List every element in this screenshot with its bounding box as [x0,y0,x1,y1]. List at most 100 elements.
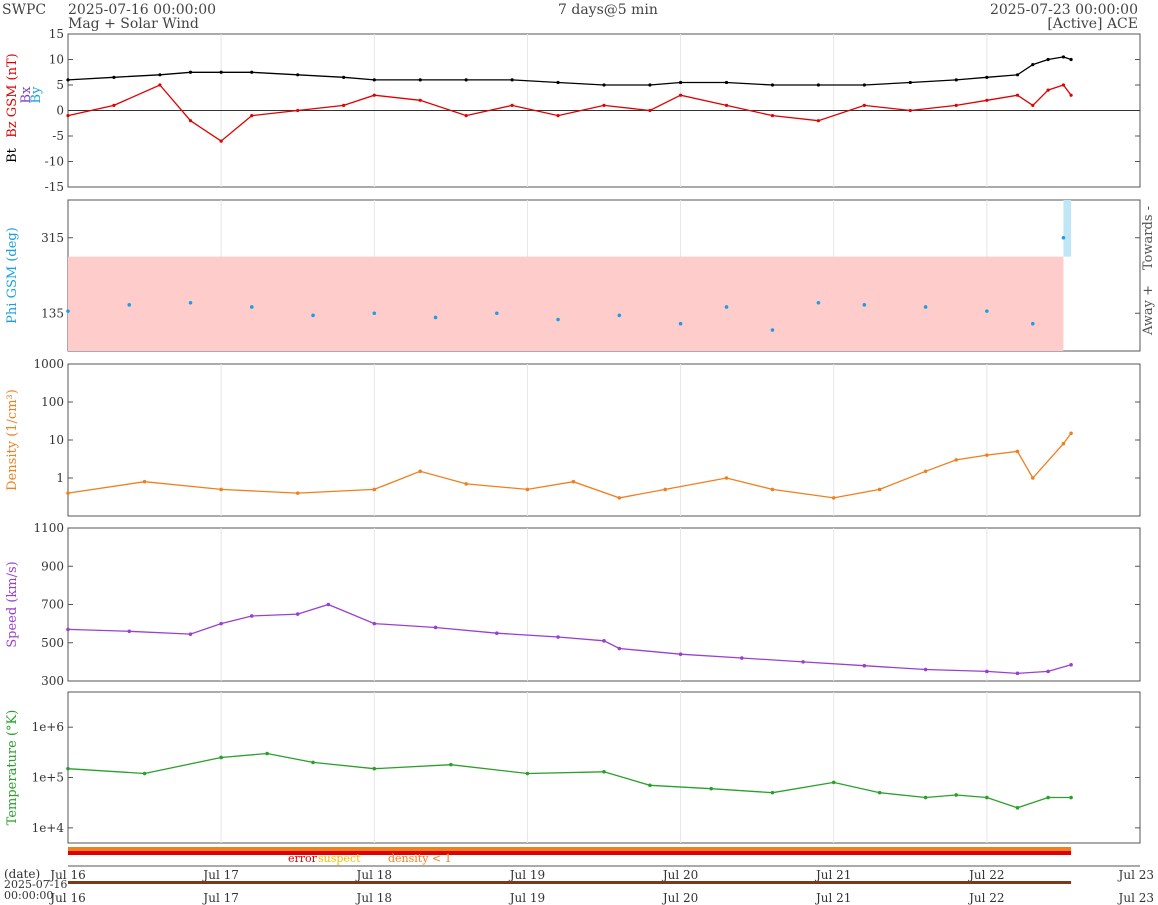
end-time: 2025-07-23 00:00:00 [989,2,1138,18]
point-speed [1015,671,1020,676]
point-temperature [1069,795,1073,800]
point-bz [418,98,422,102]
point-bt [464,78,468,82]
x-tick-label: Jul 19 [508,868,545,882]
point-density [142,479,147,484]
point-phi [433,315,438,320]
point-temperature [525,771,530,776]
y-tick-label: 1e+4 [32,821,65,835]
point-density [923,469,928,474]
point-speed [923,667,928,672]
y-label-bz: Bz GSM (nT) [5,53,20,137]
point-bt [296,73,300,77]
point-bt [678,80,683,85]
point-bz [724,103,729,107]
y-tick-label: 315 [41,231,64,245]
point-phi [1031,321,1035,326]
y-tick-label: 500 [41,636,64,650]
y-label-temperature: Temperature (°K) [5,710,20,826]
point-bt [816,83,821,87]
y-tick-label: 1e+5 [32,771,64,785]
point-bt [602,83,606,87]
legend-bx: Bx [19,86,34,104]
point-bt [648,83,652,87]
point-speed [127,629,132,634]
y-tick-label: 10 [49,433,64,447]
point-density [571,479,576,484]
point-temperature [985,795,989,800]
start-time: 2025-07-16 00:00:00 [68,2,217,18]
point-phi [724,305,729,309]
flag-error-bar [68,851,1072,855]
point-speed [862,663,867,668]
x-tick-label: Jul 21 [814,891,851,905]
point-bz [158,83,162,87]
point-phi [66,309,70,313]
point-density [464,482,468,486]
point-density [770,487,775,492]
point-temperature [648,783,652,788]
point-bz [908,108,912,113]
point-temperature [265,751,269,756]
point-bz [66,114,70,118]
x-tick-label: Jul 22 [967,891,1004,905]
x-tick-label: Jul 23 [1117,868,1154,882]
x-tick-label: Jul 16 [48,891,85,905]
point-density [372,487,377,492]
y-label-phi: Phi GSM (deg) [5,227,20,324]
y-tick-label: 5 [56,78,64,92]
point-bz [954,103,958,107]
point-phi [372,311,377,316]
y-tick-label: -5 [52,129,64,143]
x-tick-label: Jul 18 [355,891,392,905]
point-density [831,496,836,500]
point-phi [495,311,499,316]
point-phi [188,300,193,305]
x-tick-label: Jul 17 [201,868,238,882]
point-temperature [770,790,775,795]
point-phi [617,313,622,318]
point-density [877,487,882,492]
point-speed [495,631,499,635]
x-tick-label: Jul 16 [48,868,85,882]
y-tick-label: 700 [41,598,64,612]
point-temperature [1046,795,1050,800]
y-tick-label: 900 [41,559,64,573]
point-temperature [602,769,606,774]
point-temperature [954,793,959,797]
y-tick-label: 300 [41,674,64,688]
series-speed [67,603,1072,675]
point-bt [1069,57,1073,62]
flag-label-density: density < 1 [388,852,452,865]
point-bt [219,70,223,74]
point-bz [219,139,223,143]
range-start-date: 2025-07-16 [4,878,67,891]
point-bt [188,70,193,74]
point-bt [1046,57,1050,62]
series-density [67,432,1072,499]
point-density [1015,449,1020,454]
point-bz [678,93,683,97]
point-phi [678,321,683,326]
point-phi [556,317,560,322]
range-start-time: 00:00:00 [4,889,53,902]
point-speed [678,652,683,657]
panel-frame-speed [67,527,1141,682]
flag-label-suspect: suspect [318,852,361,865]
point-bt [66,78,70,82]
point-phi [311,313,315,318]
point-bt [862,83,866,87]
towards-band [1063,200,1072,257]
x-tick-label: Jul 18 [355,868,392,882]
point-bt [372,78,376,82]
y-label-speed: Speed (km/s) [5,561,20,647]
point-density [985,453,989,457]
point-bz [1015,93,1020,97]
point-bz [1046,88,1050,92]
y-label-density: Density (1/cm³) [5,389,20,491]
point-bt [908,80,912,85]
point-speed [556,635,560,639]
point-density [66,491,70,495]
away-band [68,256,1064,351]
